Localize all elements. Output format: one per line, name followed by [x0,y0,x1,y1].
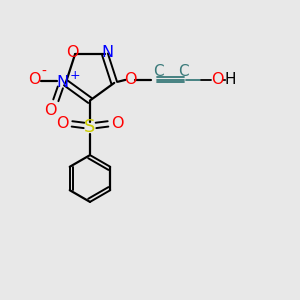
Text: C: C [178,64,189,79]
Text: C: C [153,64,164,79]
Text: S: S [84,118,96,136]
Text: N: N [56,75,68,90]
Text: O: O [66,45,79,60]
Text: H: H [225,72,236,87]
Text: O: O [211,72,224,87]
Text: -: - [42,65,46,79]
Text: O: O [124,72,137,87]
Text: N: N [101,45,113,60]
Text: O: O [44,103,57,118]
Text: O: O [28,72,40,87]
Text: O: O [111,116,124,130]
Text: +: + [69,69,80,82]
Text: O: O [56,116,69,130]
